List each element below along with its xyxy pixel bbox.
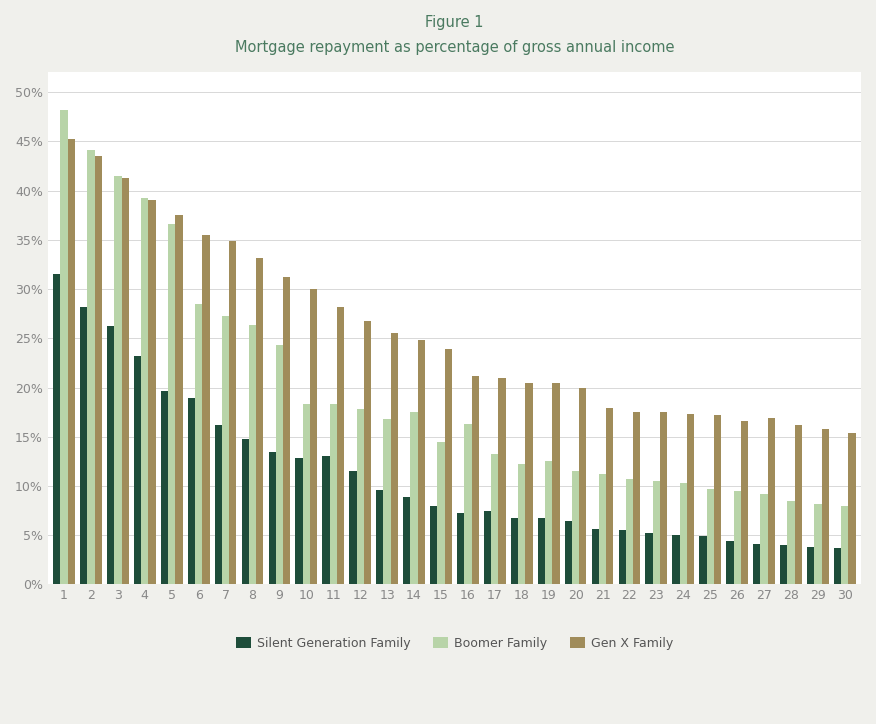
Bar (822, 429, 829, 584)
Bar (518, 464, 526, 584)
Bar (579, 387, 587, 584)
Bar (303, 404, 310, 584)
Bar (107, 327, 114, 584)
Bar (767, 418, 775, 584)
Bar (418, 340, 425, 584)
Bar (141, 198, 148, 584)
Bar (337, 307, 344, 584)
Bar (122, 178, 129, 584)
Bar (781, 545, 788, 584)
Bar (60, 110, 67, 584)
Bar (625, 479, 633, 584)
Bar (653, 481, 660, 584)
Bar (80, 307, 88, 584)
Bar (606, 408, 613, 584)
Bar (437, 442, 445, 584)
Bar (445, 349, 452, 584)
Bar (753, 544, 760, 584)
Bar (403, 497, 411, 584)
Bar (276, 345, 283, 584)
Bar (795, 425, 802, 584)
Bar (310, 289, 317, 584)
Bar (391, 333, 398, 584)
Bar (148, 201, 156, 584)
Bar (760, 494, 767, 584)
Bar (242, 439, 249, 584)
Bar (202, 235, 209, 584)
Bar (134, 356, 141, 584)
Bar (384, 419, 391, 584)
Bar (464, 424, 471, 584)
Bar (53, 274, 60, 584)
Bar (599, 474, 606, 584)
Bar (572, 471, 579, 584)
Bar (187, 398, 195, 584)
Bar (491, 455, 498, 584)
Bar (545, 461, 552, 584)
Bar (807, 547, 815, 584)
Bar (498, 378, 505, 584)
Bar (195, 304, 202, 584)
Bar (357, 409, 364, 584)
Bar (673, 535, 680, 584)
Bar (67, 140, 75, 584)
Bar (714, 415, 721, 584)
Bar (687, 414, 694, 584)
Bar (350, 471, 357, 584)
Bar (322, 456, 329, 584)
Bar (552, 382, 560, 584)
Bar (471, 376, 479, 584)
Bar (538, 518, 545, 584)
Bar (591, 529, 599, 584)
Bar (230, 241, 237, 584)
Title: Figure 1
Mortgage repayment as percentage of gross annual income: Figure 1 Mortgage repayment as percentag… (235, 15, 675, 54)
Bar (834, 548, 841, 584)
Bar (168, 224, 175, 584)
Bar (88, 150, 95, 584)
Bar (565, 521, 572, 584)
Bar (633, 412, 640, 584)
Bar (364, 321, 371, 584)
Bar (430, 505, 437, 584)
Bar (815, 504, 822, 584)
Bar (95, 156, 102, 584)
Bar (283, 277, 290, 584)
Bar (699, 536, 707, 584)
Bar (329, 404, 337, 584)
Bar (215, 425, 222, 584)
Bar (849, 433, 856, 584)
Bar (256, 258, 264, 584)
Bar (707, 489, 714, 584)
Bar (680, 483, 687, 584)
Bar (376, 490, 384, 584)
Bar (511, 518, 518, 584)
Legend: Silent Generation Family, Boomer Family, Gen X Family: Silent Generation Family, Boomer Family,… (230, 631, 678, 654)
Bar (222, 316, 230, 584)
Bar (841, 505, 849, 584)
Bar (618, 530, 625, 584)
Bar (526, 382, 533, 584)
Bar (161, 392, 168, 584)
Bar (484, 510, 491, 584)
Bar (269, 452, 276, 584)
Bar (295, 458, 303, 584)
Bar (457, 513, 464, 584)
Bar (411, 412, 418, 584)
Bar (733, 491, 741, 584)
Bar (660, 412, 668, 584)
Bar (788, 501, 795, 584)
Bar (646, 534, 653, 584)
Bar (741, 421, 748, 584)
Bar (726, 541, 733, 584)
Bar (249, 326, 256, 584)
Bar (175, 215, 182, 584)
Bar (114, 176, 122, 584)
